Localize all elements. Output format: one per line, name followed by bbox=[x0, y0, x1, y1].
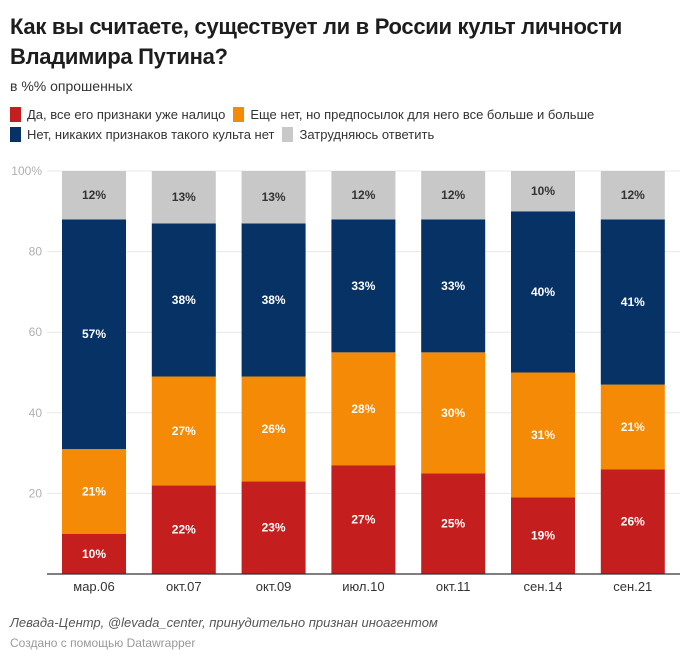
chart-subtitle: в %% опрошенных bbox=[10, 78, 133, 94]
value-label: 12% bbox=[441, 188, 465, 202]
x-tick-label: сен.21 bbox=[613, 579, 652, 594]
bar-segment bbox=[421, 352, 486, 474]
x-tick-label: окт.07 bbox=[166, 579, 202, 594]
legend-swatch-no bbox=[10, 126, 21, 142]
bar-segment bbox=[331, 465, 396, 574]
value-label: 21% bbox=[82, 484, 106, 498]
bar-segment bbox=[421, 473, 486, 574]
chart-legend: Да, все его признаки уже налицо Еще нет,… bbox=[10, 104, 680, 144]
y-tick-label: 60 bbox=[29, 325, 43, 339]
value-label: 12% bbox=[621, 188, 645, 202]
value-label: 12% bbox=[82, 188, 106, 202]
value-label: 25% bbox=[441, 517, 465, 531]
value-label: 13% bbox=[262, 190, 286, 204]
legend-row: Нет, никаких признаков такого культа нет… bbox=[10, 124, 680, 144]
value-label: 26% bbox=[262, 422, 286, 436]
value-label: 41% bbox=[621, 295, 645, 309]
source-note: Левада-Центр, @levada_center, принудител… bbox=[10, 615, 438, 630]
x-tick-label: окт.11 bbox=[436, 579, 471, 594]
bar-segment bbox=[511, 497, 575, 574]
legend-label-unsure: Затрудняюсь ответить bbox=[299, 126, 435, 142]
bar-segment bbox=[241, 171, 306, 224]
legend-label-yes: Да, все его признаки уже налицо bbox=[27, 106, 226, 122]
legend-label-no: Нет, никаких признаков такого культа нет bbox=[27, 126, 275, 142]
y-tick-label: 100% bbox=[11, 164, 42, 178]
value-label: 57% bbox=[82, 327, 106, 341]
legend-swatch-unsure bbox=[282, 126, 294, 142]
legend-item-not-yet: Еще нет, но предпосылок для него все бол… bbox=[233, 106, 595, 122]
credit-note: Создано с помощью Datawrapper bbox=[10, 636, 196, 650]
bar-segment bbox=[151, 485, 216, 574]
bar-segment bbox=[600, 171, 665, 220]
value-label: 28% bbox=[351, 402, 375, 416]
bar-segment bbox=[511, 211, 575, 373]
legend-item-yes: Да, все его признаки уже налицо bbox=[10, 106, 226, 122]
x-tick-label: июл.10 bbox=[342, 579, 384, 594]
bar-segment bbox=[151, 223, 216, 377]
legend-item-unsure: Затрудняюсь ответить bbox=[282, 126, 435, 142]
value-label: 38% bbox=[172, 293, 196, 307]
bar-segment bbox=[151, 376, 216, 486]
bar-segment bbox=[421, 219, 486, 353]
bar-segment bbox=[331, 352, 396, 466]
bar-segment bbox=[331, 219, 396, 353]
value-label: 10% bbox=[531, 184, 555, 198]
legend-swatch-yes bbox=[10, 106, 21, 122]
value-label: 23% bbox=[262, 521, 286, 535]
x-tick-label: окт.09 bbox=[256, 579, 292, 594]
y-tick-label: 20 bbox=[29, 486, 43, 500]
y-axis-ticks: 20 40 60 80 100% bbox=[11, 164, 42, 500]
bar-segment bbox=[62, 171, 126, 220]
bar-segment bbox=[62, 219, 126, 450]
value-label: 33% bbox=[351, 279, 375, 293]
bar-segment bbox=[151, 171, 216, 224]
value-label: 22% bbox=[172, 523, 196, 537]
legend-item-no: Нет, никаких признаков такого культа нет bbox=[10, 126, 275, 142]
bar-segment bbox=[241, 223, 306, 377]
bar-segment bbox=[511, 372, 575, 498]
x-tick-label: сен.14 bbox=[524, 579, 563, 594]
value-label: 19% bbox=[531, 529, 555, 543]
bar-segment bbox=[511, 171, 575, 212]
chart-title: Как вы считаете, существует ли в России … bbox=[10, 14, 622, 69]
bar-segment bbox=[241, 376, 306, 482]
y-tick-label: 40 bbox=[29, 406, 43, 420]
bar-segment bbox=[421, 171, 486, 220]
bar-segment bbox=[62, 449, 126, 534]
legend-label-not-yet: Еще нет, но предпосылок для него все бол… bbox=[250, 106, 595, 122]
value-label: 21% bbox=[621, 420, 645, 434]
value-label: 33% bbox=[441, 279, 465, 293]
value-label: 12% bbox=[351, 188, 375, 202]
x-axis-labels: мар.06 окт.07 окт.09 июл.10 окт.11 сен.14 сен.… bbox=[73, 579, 652, 594]
value-label: 27% bbox=[351, 513, 375, 527]
y-tick-label: 80 bbox=[29, 245, 43, 259]
value-label: 40% bbox=[531, 285, 555, 299]
legend-swatch-not-yet bbox=[233, 106, 245, 122]
x-tick-label: мар.06 bbox=[73, 579, 114, 594]
bar-segment bbox=[600, 384, 665, 470]
value-label: 31% bbox=[531, 428, 555, 442]
value-label: 13% bbox=[172, 190, 196, 204]
bar-segment bbox=[331, 171, 396, 220]
legend-row: Да, все его признаки уже налицо Еще нет,… bbox=[10, 104, 680, 124]
value-label: 27% bbox=[172, 424, 196, 438]
value-label: 26% bbox=[621, 515, 645, 529]
value-label: 30% bbox=[441, 406, 465, 420]
bar-segment bbox=[600, 219, 665, 385]
value-label: 38% bbox=[262, 293, 286, 307]
bar-segment bbox=[62, 533, 126, 574]
bar-segment bbox=[600, 469, 665, 574]
value-label: 10% bbox=[82, 547, 106, 561]
bars: 10% 21% 57% 12% 22% 27% 38% 13% 23% 26% 38% 13% 27% 2… bbox=[62, 171, 665, 574]
bar-segment bbox=[241, 481, 306, 574]
